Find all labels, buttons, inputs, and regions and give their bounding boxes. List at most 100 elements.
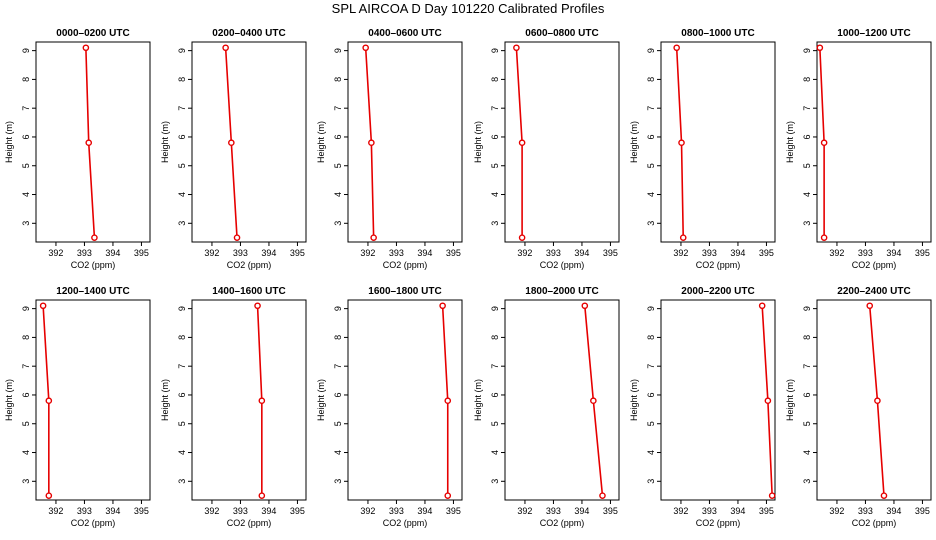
y-tick-label: 7: [646, 364, 656, 369]
y-tick-label: 8: [646, 335, 656, 340]
y-axis-label: Height (m): [629, 121, 639, 163]
y-tick-label: 8: [490, 77, 500, 82]
y-tick-label: 9: [802, 48, 812, 53]
data-point: [599, 492, 606, 499]
y-tick-label: 7: [177, 106, 187, 111]
chart-panel: 1600–1800 UTC 392 393 394 395 3 4 5 6 7 8 9 CO2 (ppm…: [316, 286, 463, 528]
x-axis-label: CO2 (ppm): [71, 518, 116, 528]
y-axis-label: Height (m): [160, 121, 170, 163]
plot-frame: [816, 299, 932, 501]
y-axis-label: Height (m): [473, 379, 483, 421]
y-tick-label: 5: [646, 163, 656, 168]
y-tick-label: 6: [802, 134, 812, 139]
y-tick-label: 9: [646, 48, 656, 53]
y-tick-label: 8: [333, 77, 343, 82]
y-tick-label: 5: [333, 421, 343, 426]
chart-panel: 0400–0600 UTC 392 393 394 395 3 4 5 6 7 8 9 CO2 (ppm…: [316, 28, 463, 270]
x-tick-label: 392: [673, 248, 688, 258]
y-axis-label: Height (m): [785, 121, 795, 163]
chart-panel: 1400–1600 UTC 392 393 394 395 3 4 5 6 7 8 9 CO2 (ppm…: [160, 286, 307, 528]
x-tick-label: 392: [517, 248, 532, 258]
plot-frame: [660, 299, 776, 501]
data-point: [45, 397, 53, 405]
y-tick-label: 4: [490, 192, 500, 197]
x-tick-label: 393: [702, 506, 717, 516]
plot-frame: [347, 41, 463, 243]
data-point: [820, 139, 828, 147]
x-tick-label: 392: [48, 248, 63, 258]
data-point: [439, 302, 446, 310]
x-tick-label: 395: [759, 248, 774, 258]
chart-panel: 2000–2200 UTC 392 393 394 395 3 4 5 6 7 8 9 CO2 (ppm…: [629, 286, 776, 528]
y-tick-label: 7: [490, 106, 500, 111]
x-tick-label: 394: [261, 248, 276, 258]
y-tick-label: 5: [646, 421, 656, 426]
y-tick-label: 9: [333, 306, 343, 311]
x-tick-label: 393: [389, 506, 404, 516]
panel-title: 1000–1200 UTC: [837, 28, 910, 39]
data-point: [758, 302, 766, 310]
y-tick-label: 7: [646, 106, 656, 111]
x-tick-label: 393: [233, 248, 248, 258]
y-tick-label: 4: [646, 450, 656, 455]
panel-title: 2200–2400 UTC: [837, 286, 910, 297]
data-point: [233, 234, 241, 241]
y-tick-label: 5: [177, 421, 187, 426]
data-point: [362, 44, 369, 52]
data-point: [91, 234, 98, 241]
x-tick-label: 395: [446, 506, 461, 516]
x-tick-label: 393: [233, 506, 248, 516]
plot-frame: [191, 41, 307, 243]
y-tick-label: 6: [333, 134, 343, 139]
y-tick-label: 3: [21, 479, 31, 484]
panel-title: 1600–1800 UTC: [368, 286, 441, 297]
y-tick-label: 4: [802, 192, 812, 197]
y-tick-label: 3: [802, 479, 812, 484]
y-tick-label: 4: [21, 450, 31, 455]
data-point: [678, 139, 685, 147]
y-axis-label: Height (m): [785, 379, 795, 421]
x-axis-label: CO2 (ppm): [227, 260, 272, 270]
panel-title: 0600–0800 UTC: [525, 28, 598, 39]
x-tick-label: 395: [603, 248, 618, 258]
y-tick-label: 3: [646, 221, 656, 226]
y-tick-label: 3: [21, 221, 31, 226]
data-point: [768, 492, 776, 499]
x-tick-label: 393: [858, 248, 873, 258]
plot-frame: [504, 299, 620, 501]
y-tick-label: 8: [21, 77, 31, 82]
x-tick-label: 395: [915, 248, 930, 258]
panel-title: 0800–1000 UTC: [681, 28, 754, 39]
data-point: [513, 44, 520, 52]
y-tick-label: 4: [333, 450, 343, 455]
chart-panel: 2200–2400 UTC 392 393 394 395 3 4 5 6 7 8 9 CO2 (ppm…: [785, 286, 932, 528]
plot-frame: [35, 299, 151, 501]
y-tick-label: 3: [490, 479, 500, 484]
x-axis-label: CO2 (ppm): [383, 518, 428, 528]
y-tick-label: 4: [333, 192, 343, 197]
y-tick-label: 4: [177, 192, 187, 197]
data-point: [228, 139, 235, 147]
y-tick-label: 5: [802, 421, 812, 426]
x-tick-label: 392: [360, 248, 375, 258]
y-tick-label: 7: [490, 364, 500, 369]
y-tick-label: 3: [333, 479, 343, 484]
y-tick-label: 9: [802, 306, 812, 311]
y-tick-label: 6: [21, 134, 31, 139]
x-tick-label: 394: [886, 248, 901, 258]
chart-panel: 1000–1200 UTC 392 393 394 395 3 4 5 6 7 8 9 CO2 (ppm…: [785, 28, 932, 270]
x-axis-label: CO2 (ppm): [383, 260, 428, 270]
y-tick-label: 3: [177, 479, 187, 484]
x-tick-label: 394: [574, 506, 589, 516]
y-tick-label: 8: [802, 335, 812, 340]
x-tick-label: 392: [673, 506, 688, 516]
y-tick-label: 5: [490, 421, 500, 426]
y-axis-label: Height (m): [629, 379, 639, 421]
data-point: [370, 234, 377, 241]
x-tick-label: 392: [517, 506, 532, 516]
y-tick-label: 9: [177, 306, 187, 311]
data-point: [222, 44, 229, 52]
x-tick-label: 393: [77, 506, 92, 516]
data-point: [880, 492, 888, 499]
data-point: [820, 234, 828, 241]
